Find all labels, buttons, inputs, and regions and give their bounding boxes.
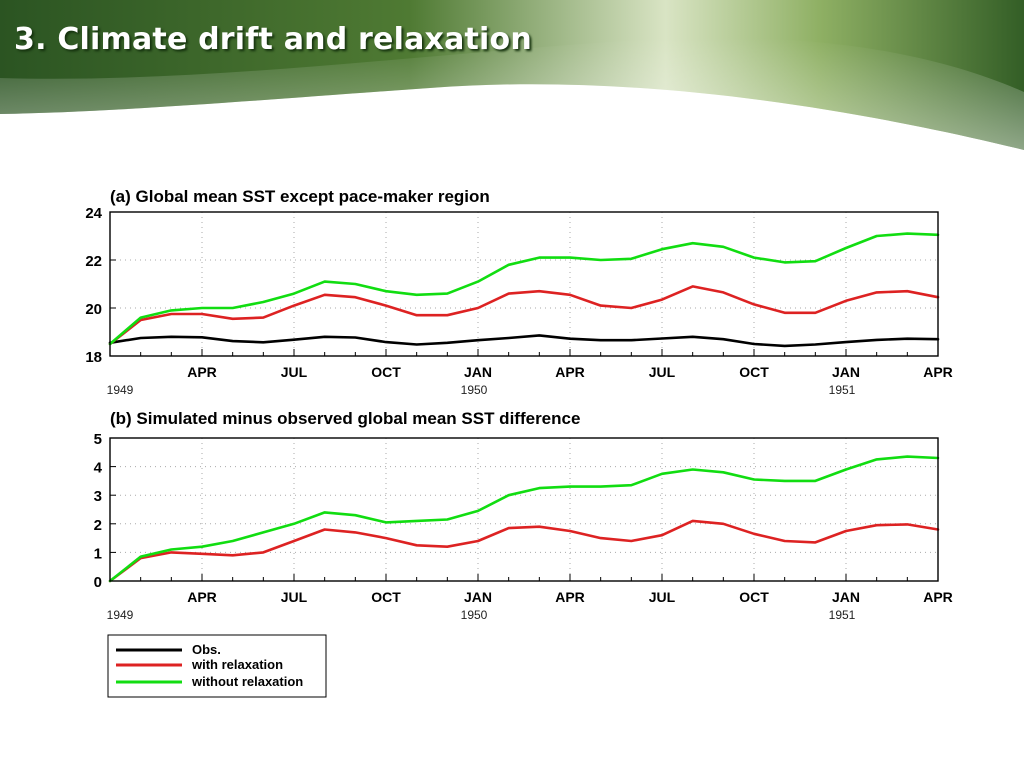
chart-b-xtick-label: APR: [555, 589, 585, 605]
chart-a-xtick-label: OCT: [739, 364, 769, 380]
chart-b-year-label: 1950: [461, 608, 488, 622]
chart-b-ytick-label: 2: [94, 517, 102, 534]
chart-a-year-label: 1951: [829, 383, 856, 397]
chart-a-series-without-relaxation: [108, 232, 940, 346]
chart-b-ytick-label: 5: [94, 431, 102, 448]
chart-b-xtick-label: APR: [923, 589, 953, 605]
chart-b-ytick-label: 3: [94, 488, 102, 505]
chart-b-frame: [109, 437, 939, 582]
chart-b-year-label: 1951: [829, 608, 856, 622]
chart-b-xtick-label: JAN: [464, 589, 492, 605]
chart-b-xtick-label: JAN: [832, 589, 860, 605]
chart-b-ytick-label: 0: [94, 574, 102, 591]
chart-a: (a) Global mean SST except pace-maker re…: [85, 187, 952, 397]
chart-a-xtick-label: JUL: [281, 364, 308, 380]
chart-a-title: (a) Global mean SST except pace-maker re…: [110, 187, 490, 206]
chart-b-xtick-label: OCT: [371, 589, 401, 605]
legend-label-with-relaxation: with relaxation: [191, 657, 283, 672]
chart-a-year-label: 1949: [107, 383, 134, 397]
chart-a-series-obs: [108, 334, 940, 348]
chart-a-xtick-label: OCT: [371, 364, 401, 380]
chart-a-xtick-label: APR: [555, 364, 585, 380]
chart-a-ytick-label: 24: [85, 205, 102, 222]
chart-b: (b) Simulated minus observed global mean…: [94, 409, 953, 622]
chart-a-xtick-label: JAN: [832, 364, 860, 380]
legend-label-obs: Obs.: [192, 642, 221, 657]
title-banner: 3. Climate drift and relaxation: [0, 0, 1024, 150]
chart-a-series-with-relaxation: [108, 285, 940, 346]
chart-a-ytick-label: 22: [85, 253, 102, 270]
chart-b-series-with-relaxation: [108, 519, 940, 583]
chart-b-title: (b) Simulated minus observed global mean…: [110, 409, 580, 428]
chart-a-ytick-label: 20: [85, 301, 102, 318]
chart-a-year-label: 1950: [461, 383, 488, 397]
chart-a-xtick-label: APR: [187, 364, 217, 380]
chart-a-ytick-label: 18: [85, 349, 102, 366]
chart-a-xtick-label: APR: [923, 364, 953, 380]
chart-b-series-without-relaxation: [108, 455, 940, 583]
chart-b-ytick-label: 4: [94, 460, 103, 477]
chart-a-xtick-label: JAN: [464, 364, 492, 380]
slide-title: 3. Climate drift and relaxation: [14, 22, 532, 57]
chart-b-xtick-label: JUL: [649, 589, 676, 605]
chart-b-ytick-label: 1: [94, 545, 102, 562]
banner-background: [0, 0, 1024, 150]
chart-b-xtick-label: APR: [187, 589, 217, 605]
legend: Obs. with relaxation without relaxation: [107, 634, 327, 698]
legend-label-without-relaxation: without relaxation: [191, 674, 303, 689]
chart-a-frame: [109, 211, 939, 357]
chart-b-xtick-label: JUL: [281, 589, 308, 605]
chart-b-year-label: 1949: [107, 608, 134, 622]
chart-a-xtick-label: JUL: [649, 364, 676, 380]
chart-b-xtick-label: OCT: [739, 589, 769, 605]
